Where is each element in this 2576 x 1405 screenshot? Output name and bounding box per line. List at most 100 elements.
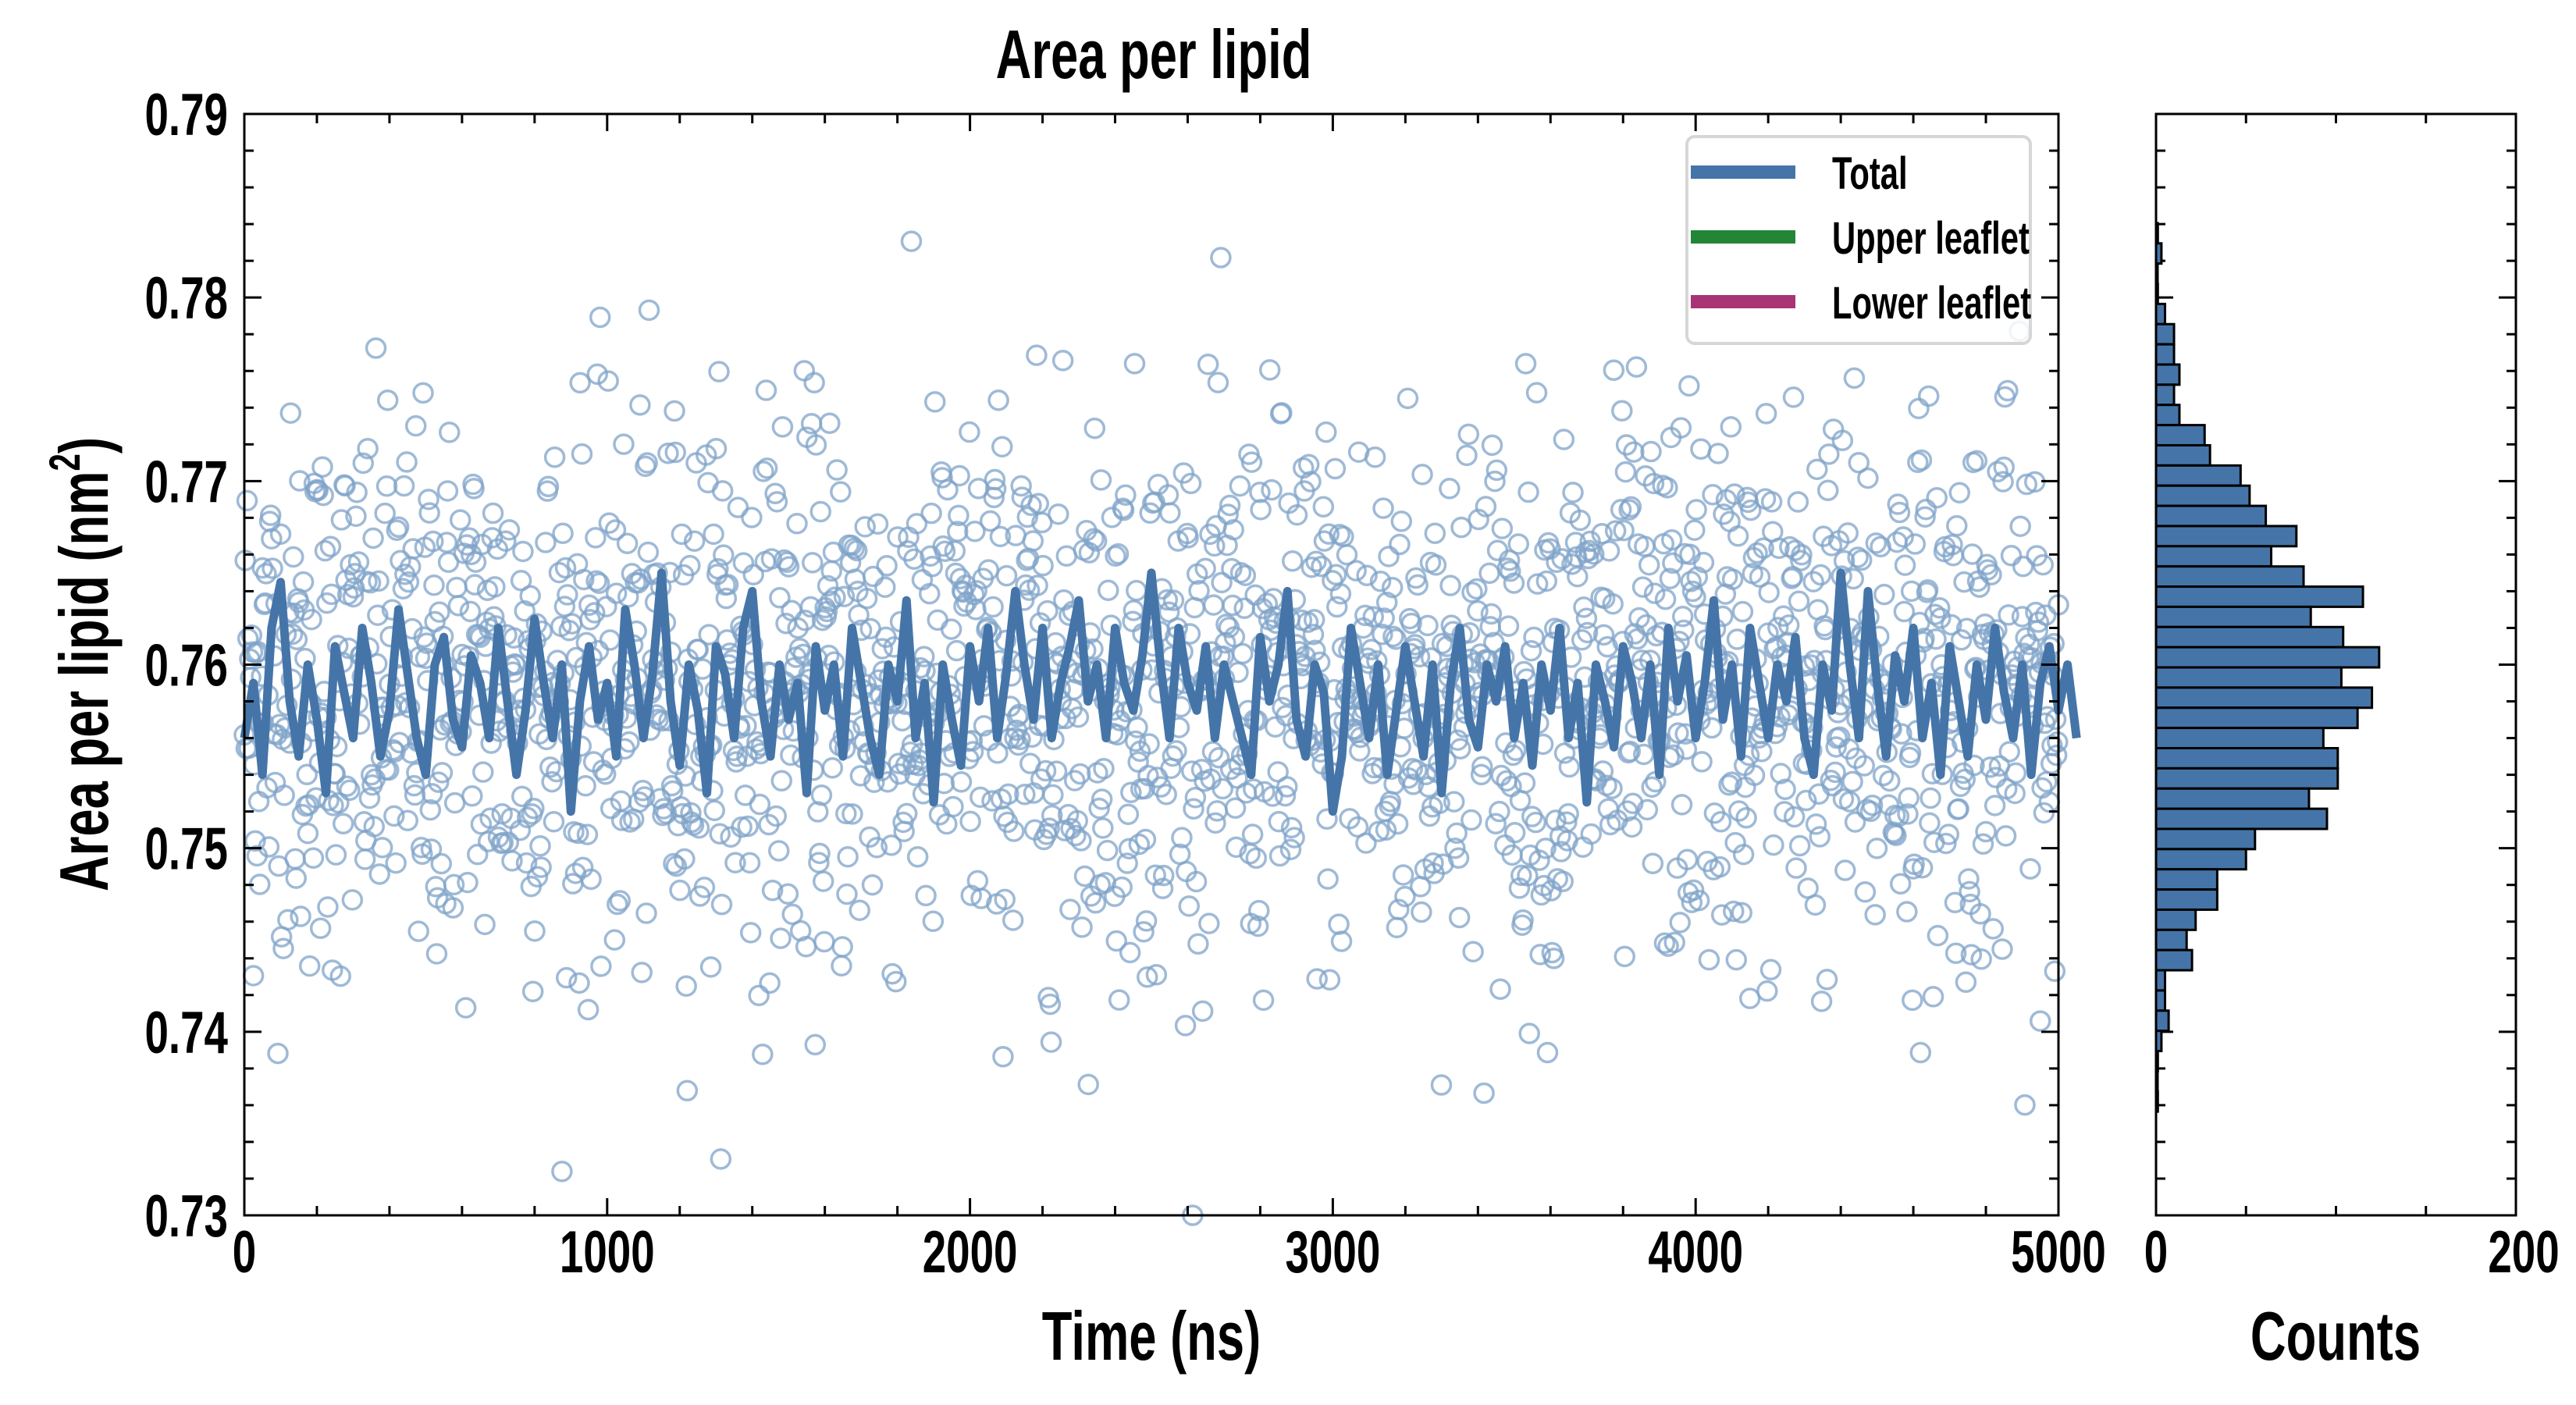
- scatter-point: [580, 868, 602, 891]
- scatter-point: [498, 519, 521, 541]
- scatter-point: [619, 811, 641, 833]
- scatter-point: [1496, 770, 1517, 792]
- scatter-point: [387, 516, 410, 539]
- scatter-point: [1969, 576, 1991, 598]
- scatter-point: [397, 809, 419, 832]
- scatter-point: [541, 770, 563, 793]
- scatter-point: [795, 936, 817, 958]
- scatter-point: [423, 574, 445, 596]
- scatter-point: [1520, 639, 1542, 662]
- scatter-point: [1123, 599, 1145, 621]
- scatter-point: [1201, 741, 1224, 763]
- scatter-point: [262, 557, 283, 579]
- scatter-point: [519, 585, 541, 607]
- scatter-point: [1960, 944, 1983, 966]
- scatter-point: [472, 761, 494, 783]
- scatter-point: [1625, 356, 1648, 378]
- scatter-point: [1918, 385, 1940, 407]
- scatter-point: [334, 475, 356, 497]
- scatter-point: [717, 574, 739, 596]
- scatter-point: [903, 548, 925, 571]
- scatter-point: [362, 527, 384, 550]
- scatter-point: [1202, 594, 1225, 616]
- scatter-point: [555, 966, 578, 989]
- scatter-point: [396, 451, 418, 473]
- scatter-point: [1770, 763, 1792, 784]
- scatter-point: [692, 658, 713, 680]
- scatter-point: [1994, 825, 2017, 847]
- x-tick-label: 2000: [923, 1219, 1018, 1286]
- scatter-point: [1466, 578, 1488, 600]
- scatter-point: [1707, 443, 1729, 464]
- x-tick-label: 4000: [1648, 1219, 1743, 1286]
- scatter-point: [1302, 624, 1325, 646]
- scatter-point: [1642, 472, 1665, 495]
- scatter-point: [1972, 833, 1994, 855]
- scatter-point: [2000, 544, 2023, 567]
- scatter-point: [995, 564, 1018, 587]
- scatter-point: [770, 927, 792, 949]
- scatter-point: [841, 534, 863, 557]
- scatter-point: [1232, 642, 1254, 665]
- scatter-point: [2034, 604, 2057, 626]
- scatter-point: [376, 389, 399, 411]
- scatter-point: [1614, 945, 1636, 968]
- scatter-point: [1092, 817, 1114, 839]
- scatter-point: [1676, 848, 1699, 871]
- scatter-point: [1021, 726, 1043, 748]
- scatter-point: [1887, 493, 1909, 515]
- scatter-point: [329, 965, 351, 987]
- scatter-point: [1536, 1041, 1559, 1064]
- scatter-point: [1992, 471, 2014, 493]
- scatter-point: [1525, 811, 1547, 834]
- scatter-point: [2019, 858, 2041, 880]
- scatter-point: [1512, 909, 1534, 931]
- scatter-point: [1222, 594, 1244, 617]
- scatter-point: [1178, 895, 1200, 917]
- scatter-point: [1927, 924, 1949, 947]
- scatter-point: [307, 479, 329, 502]
- scatter-point: [449, 509, 471, 531]
- scatter-point: [833, 585, 856, 607]
- scatter-point: [1041, 804, 1063, 827]
- histogram: [2154, 112, 2517, 1217]
- scatter-point: [2045, 744, 2068, 767]
- scatter-point: [526, 866, 549, 888]
- scatter-point: [1806, 458, 1828, 481]
- scatter-point: [1970, 948, 1992, 970]
- hist-bar: [2154, 504, 2268, 528]
- scatter-point: [1946, 514, 1968, 537]
- scatter-point: [705, 438, 728, 460]
- scatter-point: [1159, 502, 1181, 524]
- scatter-point: [298, 955, 321, 977]
- scatter-point: [1888, 501, 1911, 524]
- scatter-point: [1623, 441, 1645, 463]
- scatter-point: [1873, 583, 1895, 606]
- scatter-point: [247, 791, 270, 813]
- scatter-point: [1187, 933, 1209, 955]
- scatter-point: [1450, 738, 1471, 760]
- scatter-point: [1022, 530, 1044, 552]
- scatter-point: [1222, 518, 1244, 541]
- scatter-point: [1385, 628, 1407, 650]
- scatter-point: [1484, 470, 1506, 493]
- scatter-point: [1015, 574, 1037, 596]
- scatter-point: [1105, 930, 1127, 952]
- scatter-point: [1258, 359, 1281, 381]
- scatter-point: [397, 571, 420, 593]
- scatter-point: [1774, 778, 1796, 800]
- scatter-point: [1908, 397, 1930, 420]
- scatter-point: [1900, 580, 1923, 603]
- scatter-point: [1134, 828, 1157, 851]
- scatter-point: [843, 537, 866, 560]
- scatter-point: [1124, 730, 1147, 752]
- scatter-point: [1963, 754, 1985, 777]
- scatter-point: [1177, 527, 1199, 549]
- scatter-point: [2004, 782, 2026, 805]
- scatter-point: [568, 822, 589, 845]
- scatter-point: [862, 565, 884, 588]
- scatter-point: [1613, 519, 1635, 542]
- scatter-point: [259, 504, 282, 526]
- scatter-point: [1243, 778, 1265, 800]
- scatter-point: [887, 526, 909, 548]
